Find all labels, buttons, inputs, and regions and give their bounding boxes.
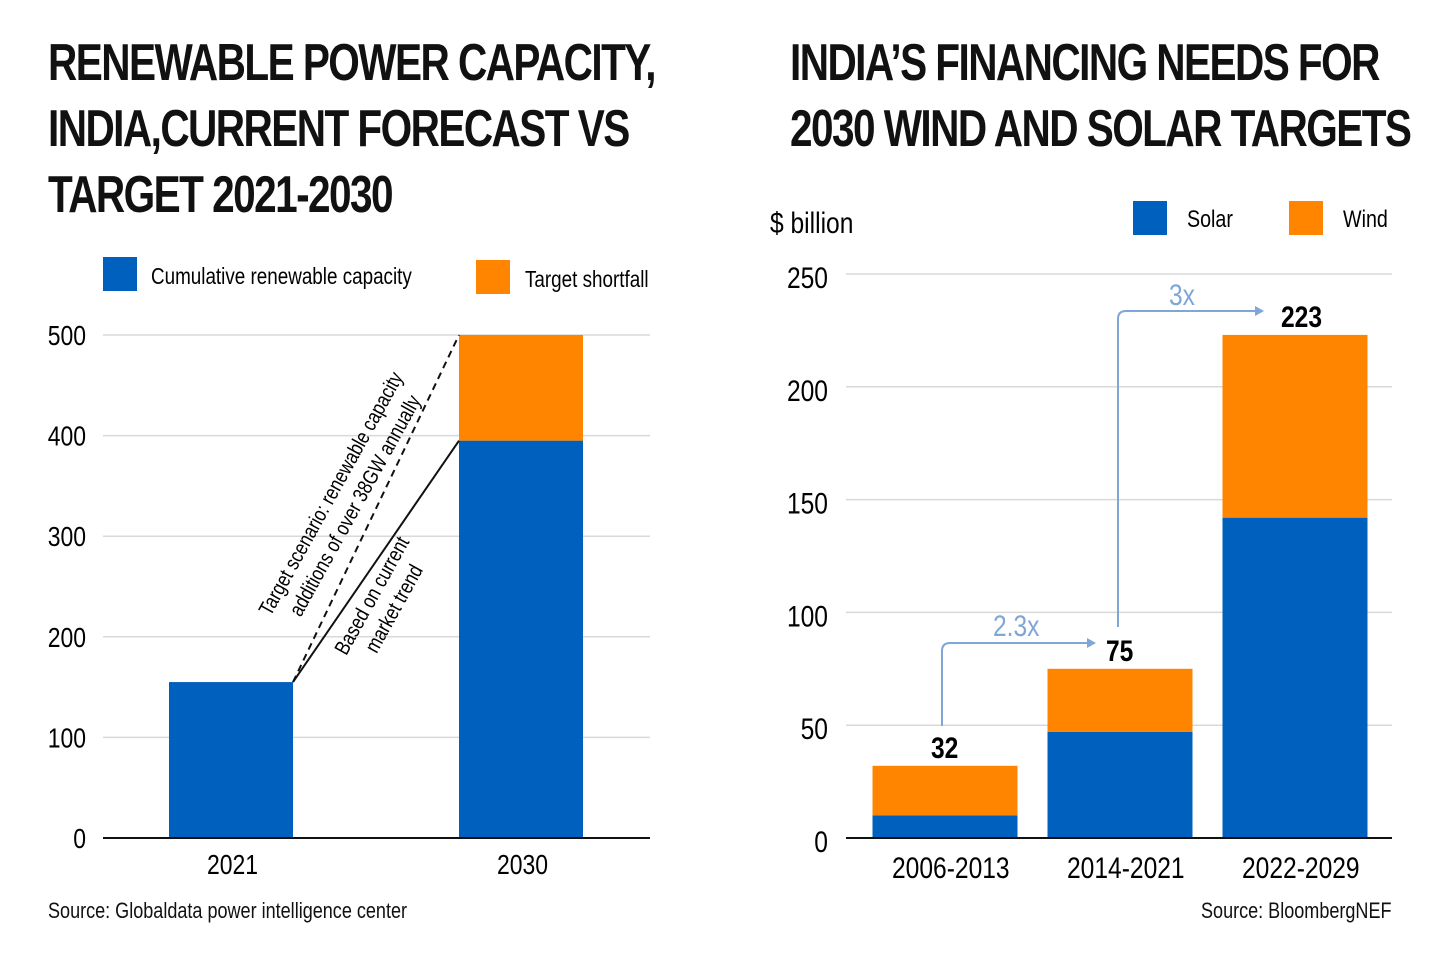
left-legend-label-shortfall: Target shortfall	[525, 267, 649, 292]
right-legend-swatch-wind	[1289, 201, 1323, 235]
right-title-line-1: INDIA’S FINANCING NEEDS FOR	[790, 34, 1380, 92]
left-bar-2030-capacity	[459, 440, 583, 838]
left-y-tick-label: 500	[48, 321, 86, 352]
right-bar-total-label: 75	[1106, 633, 1133, 667]
left-legend-swatch-shortfall	[476, 260, 510, 294]
right-bar-2022-2029-wind	[1222, 334, 1368, 518]
left-chart-title: RENEWABLE POWER CAPACITY, INDIA,CURRENT …	[48, 30, 657, 228]
right-bar-2006-2013-wind	[872, 765, 1018, 816]
right-bar-2014-2021-wind	[1047, 668, 1193, 732]
right-bar-total-label: 223	[1281, 300, 1322, 334]
right-chart-title: INDIA’S FINANCING NEEDS FOR 2030 WIND AN…	[790, 30, 1412, 162]
right-y-tick-label: 200	[787, 373, 828, 407]
right-bar-2022-2029-solar	[1222, 517, 1368, 838]
right-bar-total-label: 32	[931, 730, 958, 764]
right-y-tick-label: 50	[801, 712, 828, 746]
right-y-axis-label: $ billion	[770, 206, 853, 240]
right-growth-label-2: 3x	[1169, 278, 1195, 312]
left-bar-2021-capacity	[169, 682, 293, 838]
right-legend-swatch-solar	[1133, 201, 1167, 235]
right-legend-label-solar: Solar	[1187, 205, 1233, 232]
right-y-tick-label: 0	[814, 825, 828, 859]
left-title-line-1: RENEWABLE POWER CAPACITY,	[48, 34, 657, 92]
right-bar-2006-2013-solar	[872, 815, 1018, 838]
left-y-tick-label: 0	[73, 824, 86, 855]
right-growth-arrow-2-head	[1255, 306, 1264, 316]
right-x-tick-label: 2022-2029	[1242, 851, 1360, 885]
right-title-line-2: 2030 WIND AND SOLAR TARGETS	[790, 100, 1412, 158]
left-y-tick-label: 100	[48, 723, 86, 754]
right-growth-arrow-1	[941, 642, 1087, 726]
left-title-line-2: INDIA,CURRENT FORECAST VS	[48, 100, 630, 158]
left-trend-solid-line	[292, 440, 460, 683]
right-x-tick-label: 2014-2021	[1067, 851, 1185, 885]
left-y-tick-label: 400	[48, 422, 86, 453]
left-x-tick-label: 2021	[207, 850, 258, 881]
right-source-note: Source: BloombergNEF	[1201, 898, 1392, 923]
left-bar-2030-shortfall	[459, 335, 583, 441]
right-growth-arrow-1-head	[1087, 638, 1096, 648]
right-growth-arrow-2	[1117, 310, 1255, 627]
left-x-tick-label: 2030	[497, 850, 548, 881]
right-y-tick-label: 250	[787, 261, 828, 295]
right-growth-label-1: 2.3x	[993, 609, 1040, 643]
right-y-tick-label: 150	[787, 486, 828, 520]
left-y-tick-label: 300	[48, 522, 86, 553]
left-legend-label-capacity: Cumulative renewable capacity	[151, 264, 412, 289]
left-title-line-3: TARGET 2021-2030	[48, 166, 394, 224]
left-source-note: Source: Globaldata power intelligence ce…	[48, 898, 408, 923]
left-target-dashed-line	[292, 334, 460, 683]
right-y-tick-label: 100	[787, 599, 828, 633]
right-x-tick-label: 2006-2013	[892, 851, 1010, 885]
left-y-tick-label: 200	[48, 623, 86, 654]
left-legend-swatch-capacity	[103, 257, 137, 291]
right-bar-2014-2021-solar	[1047, 731, 1193, 838]
right-legend-label-wind: Wind	[1343, 205, 1388, 232]
